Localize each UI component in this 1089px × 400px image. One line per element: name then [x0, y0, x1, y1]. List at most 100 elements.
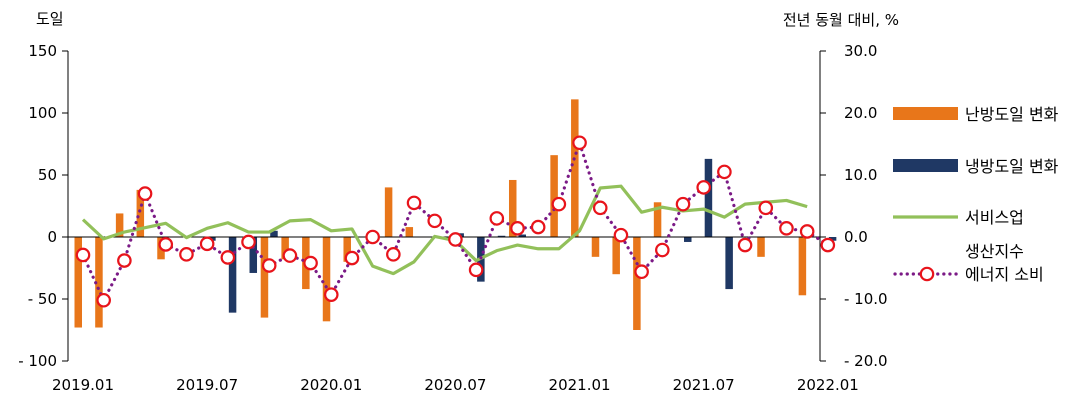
energy-marker-2020.02: [344, 250, 360, 266]
legend-swatch-1: [893, 159, 958, 172]
left-tick-label: 150: [28, 42, 57, 60]
left-tick-label: 50: [38, 166, 57, 184]
energy-marker-2019.11: [282, 248, 298, 263]
left-tick-label: - 50: [28, 290, 57, 308]
x-tick-label: 2021.07: [673, 376, 735, 394]
bar-heating-2020.01: [322, 237, 331, 322]
x-tick-label: 2020.01: [300, 376, 362, 394]
bar-heating-2021.04: [633, 237, 641, 330]
bar-heating-2019.01: [74, 237, 82, 328]
bar-heating-2019.04: [136, 189, 145, 237]
energy-marker-2021.08: [717, 164, 732, 180]
x-tick-label: 2021.01: [549, 376, 611, 394]
bar-cooling-2019.10: [270, 230, 278, 237]
energy-marker-2019.06: [179, 247, 194, 262]
lines-layer: [75, 135, 836, 308]
legend-swatch-0: [893, 107, 958, 120]
energy-marker-2019.02: [96, 292, 111, 308]
bar-heating-2019.10: [260, 237, 269, 318]
energy-marker-2020.05: [406, 195, 422, 211]
legend-label-2-0: 서비스업: [965, 208, 1024, 227]
energy-marker-2019.09: [241, 234, 256, 250]
energy-marker-2019.05: [158, 237, 174, 252]
energy-marker-2021.11: [779, 221, 794, 236]
bar-cooling-2021.07: [704, 158, 713, 237]
bar-cooling-2019.09: [249, 237, 258, 273]
x-tick-label: 2019.07: [176, 376, 238, 394]
right-tick-label: 10.0: [844, 166, 877, 184]
energy-marker-2020.09: [489, 211, 505, 226]
bar-cooling-2019.08: [228, 237, 237, 313]
energy-marker-2020.11: [530, 219, 546, 235]
bars-layer: [74, 99, 837, 330]
left-tick-label: - 100: [18, 352, 57, 370]
line-services-index: [81, 184, 808, 276]
bar-heating-2021.05: [653, 202, 662, 237]
bar-cooling-2020.09: [497, 235, 506, 237]
energy-marker-2019.10: [261, 258, 277, 273]
bar-heating-2020.05: [405, 227, 414, 237]
bar-heating-2019.02: [95, 237, 103, 328]
line-energy-consumption: [81, 137, 830, 304]
legend-marker-3: [919, 266, 935, 282]
right-tick-label: 30.0: [844, 42, 877, 60]
energy-marker-2020.07: [448, 232, 463, 247]
energy-marker-2020.12: [551, 196, 567, 212]
bar-heating-2020.10: [508, 179, 517, 237]
energy-marker-2021.02: [592, 200, 608, 216]
energy-marker-2020.04: [386, 247, 401, 262]
bar-heating-2020.12: [550, 155, 558, 237]
energy-marker-2021.07: [696, 180, 711, 195]
bar-cooling-2021.06: [684, 237, 692, 242]
right-tick-label: 0.0: [844, 228, 868, 246]
energy-marker-2021.06: [675, 196, 691, 212]
energy-marker-2021.09: [737, 237, 753, 253]
right-tick-label: - 20.0: [844, 352, 888, 370]
energy-marker-2019.12: [303, 255, 318, 271]
bar-heating-2019.11: [281, 237, 289, 260]
bar-heating-2019.03: [115, 213, 124, 237]
bar-heating-2021.02: [591, 237, 600, 257]
energy-marker-2021.10: [758, 200, 774, 216]
legend-label-0-0: 난방도일 변화: [965, 105, 1059, 124]
energy-marker-2019.08: [220, 250, 236, 265]
left-tick-label: 0: [47, 228, 57, 246]
bar-cooling-2020.10: [518, 234, 526, 237]
right-tick-label: 20.0: [844, 104, 877, 122]
energy-marker-2020.03: [365, 229, 380, 245]
energy-marker-2021.04: [634, 264, 649, 280]
energy-marker-2020.08: [468, 262, 484, 278]
legend-label-1-0: 냉방도일 변화: [965, 157, 1059, 176]
bar-heating-2020.02: [343, 237, 351, 262]
bar-cooling-2021.08: [725, 237, 733, 290]
legend-label-2-1: 생산지수: [965, 242, 1024, 261]
right-axis-title: 전년 동월 대비, %: [783, 11, 899, 29]
energy-marker-2021.03: [613, 227, 629, 243]
x-tick-label: 2022.01: [797, 376, 859, 394]
x-tick-label: 2019.01: [52, 376, 114, 394]
bar-heating-2020.04: [384, 187, 393, 237]
right-tick-label: - 10.0: [844, 290, 888, 308]
energy-marker-2020.01: [323, 287, 339, 302]
bar-heating-2021.10: [757, 237, 765, 257]
legend-label-3-0: 에너지 소비: [965, 265, 1044, 284]
x-tick-label: 2020.07: [424, 376, 486, 394]
left-tick-label: 100: [28, 104, 57, 122]
energy-marker-2019.04: [137, 186, 153, 201]
bar-heating-2021.03: [612, 237, 620, 275]
energy-marker-2021.12: [799, 224, 815, 239]
energy-marker-2019.07: [199, 236, 215, 252]
energy-marker-2020.10: [510, 221, 525, 236]
bar-cooling-2022.01: [828, 237, 837, 241]
energy-marker-2019.01: [75, 247, 91, 263]
left-axis-title: 도일: [36, 10, 64, 28]
energy-marker-2022.01: [820, 237, 836, 253]
energy-marker-2020.06: [427, 213, 443, 229]
energy-marker-2019.03: [117, 253, 132, 268]
axes-layer: - 100 - 50 0 50 100 150 - 20.0 - 10.0 0.0 10.0 20.…: [18, 42, 887, 394]
energy-marker-2021.01: [572, 135, 587, 151]
bar-heating-2021.01: [571, 99, 579, 237]
energy-marker-2021.05: [655, 242, 670, 258]
